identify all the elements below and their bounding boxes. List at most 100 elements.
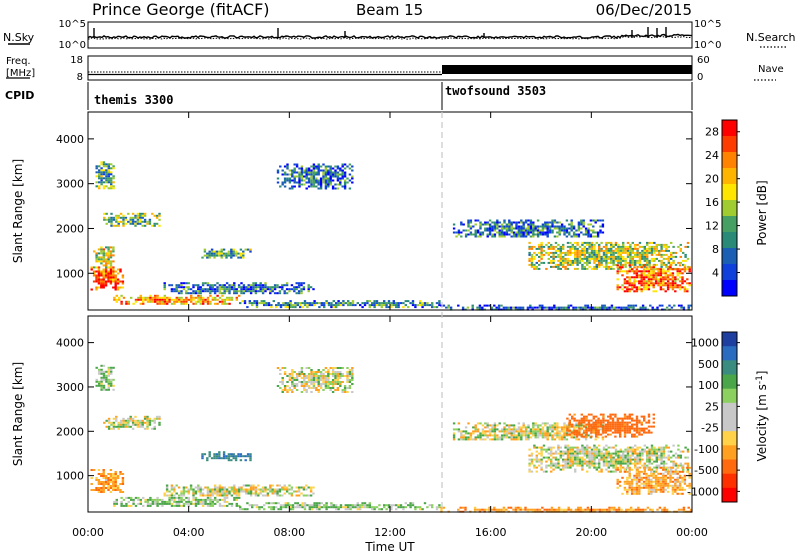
echo-cell — [508, 426, 510, 428]
echo-cell — [649, 305, 651, 307]
echo-cell — [608, 252, 610, 254]
echo-cell — [310, 178, 312, 180]
echo-cell — [542, 434, 544, 436]
echo-cell — [626, 280, 628, 282]
echo-cell — [125, 420, 127, 422]
echo-cell — [330, 166, 332, 168]
echo-cell — [142, 422, 144, 424]
echo-cell — [320, 383, 322, 385]
echo-cell — [301, 168, 303, 170]
echo-cell — [185, 301, 187, 303]
echo-cell — [164, 286, 166, 288]
echo-cell — [154, 225, 156, 227]
echo-cell — [190, 299, 192, 301]
echo-cell — [110, 271, 112, 273]
echo-cell — [204, 499, 206, 501]
echo-cell — [532, 307, 534, 309]
echo-cell — [335, 302, 337, 304]
echo-cell — [112, 487, 114, 489]
echo-cell — [298, 186, 300, 188]
echo-cell — [110, 275, 112, 277]
echo-cell — [137, 217, 139, 219]
echo-cell — [615, 250, 617, 252]
echo-cell — [223, 255, 225, 257]
echo-cell — [499, 232, 501, 234]
echo-cell — [605, 461, 607, 463]
echo-cell — [567, 467, 569, 469]
echo-cell — [282, 391, 284, 393]
echo-cell — [110, 367, 112, 369]
echo-cell — [185, 286, 187, 288]
echo-cell — [670, 254, 672, 256]
echo-cell — [592, 230, 594, 232]
echo-cell — [525, 438, 527, 440]
echo-cell — [252, 288, 254, 290]
echo-cell — [349, 373, 351, 375]
echo-cell — [542, 430, 544, 432]
echo-cell — [225, 455, 227, 457]
echo-cell — [564, 463, 566, 465]
echo-cell — [633, 477, 635, 479]
echo-cell — [644, 258, 646, 260]
echo-cell — [115, 479, 117, 481]
echo-cell — [636, 426, 638, 428]
echo-cell — [633, 487, 635, 489]
echo-cell — [669, 278, 671, 280]
echo-cell — [267, 288, 269, 290]
echo-cell — [617, 420, 619, 422]
echo-cell — [106, 426, 108, 428]
echo-cell — [253, 302, 255, 304]
echo-cell — [288, 290, 290, 292]
echo-cell — [103, 213, 105, 215]
echo-cell — [371, 506, 373, 508]
echo-cell — [265, 502, 267, 504]
echo-cell — [544, 228, 546, 230]
echo-cell — [639, 254, 641, 256]
echo-cell — [112, 473, 114, 475]
echo-cell — [668, 256, 670, 258]
echo-cell — [653, 252, 655, 254]
echo-cell — [665, 266, 667, 268]
echo-cell — [354, 506, 356, 508]
echo-cell — [638, 276, 640, 278]
echo-cell — [351, 391, 353, 393]
echo-cell — [612, 453, 614, 455]
echo-cell — [345, 504, 347, 506]
echo-cell — [472, 430, 474, 432]
echo-cell — [322, 164, 324, 166]
echo-cell — [581, 254, 583, 256]
echo-cell — [681, 282, 683, 284]
echo-cell — [260, 493, 262, 495]
echo-cell — [298, 375, 300, 377]
echo-cell — [332, 391, 334, 393]
echo-cell — [296, 377, 298, 379]
echo-cell — [533, 264, 535, 266]
echo-cell — [503, 430, 505, 432]
echo-cell — [320, 385, 322, 387]
echo-cell — [573, 430, 575, 432]
echo-cell — [132, 420, 134, 422]
echo-cell — [122, 483, 124, 485]
echo-cell — [107, 250, 109, 252]
echo-cell — [103, 163, 105, 165]
echo-cell — [529, 305, 531, 307]
echo-cell — [183, 282, 185, 284]
echo-cell — [110, 264, 112, 266]
echo-cell — [318, 389, 320, 391]
echo-cell — [612, 414, 614, 416]
echo-cell — [200, 301, 202, 303]
echo-cell — [624, 436, 626, 438]
echo-cell — [573, 232, 575, 234]
echo-cell — [571, 432, 573, 434]
echo-cell — [612, 467, 614, 469]
echo-cell — [166, 503, 168, 505]
echo-cell — [119, 489, 121, 491]
echo-cell — [349, 174, 351, 176]
echo-cell — [633, 266, 635, 268]
echo-cell — [593, 252, 595, 254]
echo-cell — [233, 489, 235, 491]
echo-cell — [291, 389, 293, 391]
echo-cell — [648, 463, 650, 465]
echo-cell — [645, 428, 647, 430]
echo-cell — [564, 262, 566, 264]
